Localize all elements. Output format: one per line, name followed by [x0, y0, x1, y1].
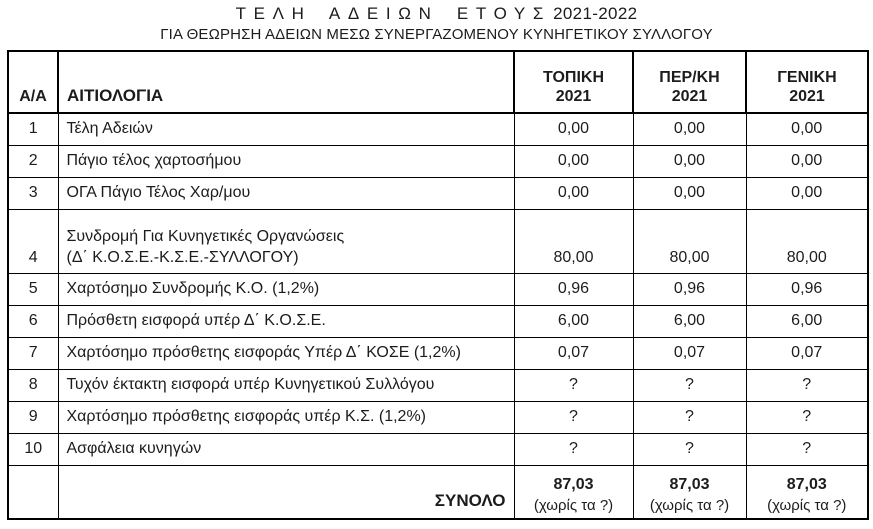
page-title: ΤΕΛΗ ΑΔΕΙΩΝ ΕΤΟΥΣ 2021-2022 [0, 0, 873, 24]
total-empty-cell [7, 464, 59, 520]
row-value-topiki: 0,07 [513, 336, 634, 370]
table-row: 5 Χαρτόσημο Συνδρομής Κ.Ο. (1,2%) 0,96 0… [7, 272, 869, 306]
row-label: Πάγιο τέλος χαρτοσήμου [57, 144, 515, 178]
column-header-topiki-year: 2021 [555, 87, 592, 105]
row-value-perki: 0,00 [632, 144, 747, 178]
total-row: ΣΥΝΟΛΟ 87,03 (χωρίς τα ?) 87,03 (χωρίς τ… [7, 464, 869, 520]
row-number: 5 [7, 272, 59, 306]
row-value-perki: ? [632, 432, 747, 466]
row-value-topiki: 0,96 [513, 272, 634, 306]
page-title-main: ΤΕΛΗ ΑΔΕΙΩΝ ΕΤΟΥΣ [235, 4, 552, 23]
row-value-perki: 0,07 [632, 336, 747, 370]
column-header-geniki-name: ΓΕΝΙΚΗ [777, 69, 837, 87]
total-value-geniki: 87,03 (χωρίς τα ?) [745, 464, 869, 520]
total-note-topiki: (χωρίς τα ?) [533, 496, 614, 514]
row-value-perki: 0,00 [632, 176, 747, 210]
row-number: 3 [7, 176, 59, 210]
row-value-geniki: 0,00 [745, 144, 869, 178]
row-number: 9 [7, 400, 59, 434]
row-value-geniki: ? [745, 400, 869, 434]
row-number: 7 [7, 336, 59, 370]
table-row: 6 Πρόσθετη εισφορά υπέρ Δ΄ Κ.Ο.Σ.Ε. 6,00… [7, 304, 869, 338]
row-label: Χαρτόσημο πρόσθετης εισφοράς υπέρ Κ.Σ. (… [57, 400, 515, 434]
row-value-topiki: ? [513, 400, 634, 434]
row-label: Ασφάλεια κυνηγών [57, 432, 515, 466]
total-value-topiki: 87,03 (χωρίς τα ?) [513, 464, 634, 520]
table-row: 8 Τυχόν έκτακτη εισφορά υπέρ Κυνηγετικού… [7, 368, 869, 402]
row-value-geniki: 0,00 [745, 176, 869, 210]
total-amount-topiki: 87,03 [553, 475, 594, 493]
row-value-topiki: 80,00 [513, 208, 634, 274]
row-value-topiki: ? [513, 432, 634, 466]
table-row: 7 Χαρτόσημο πρόσθετης εισφοράς Υπέρ Δ΄ Κ… [7, 336, 869, 370]
row-label: Συνδρομή Για Κυνηγετικές Οργανώσεις (Δ΄ … [57, 208, 515, 274]
column-header-aitiologia: ΑΙΤΙΟΛΟΓΙΑ [57, 50, 515, 114]
row-number: 4 [7, 208, 59, 274]
column-header-aa: Α/Α [7, 50, 59, 114]
row-value-topiki: 0,00 [513, 112, 634, 146]
total-amount-geniki: 87,03 [786, 475, 827, 493]
row-value-geniki: ? [745, 368, 869, 402]
row-value-geniki: 0,00 [745, 112, 869, 146]
total-note-perki: (χωρίς τα ?) [649, 496, 730, 514]
total-amount-perki: 87,03 [669, 475, 710, 493]
row-value-geniki: 0,07 [745, 336, 869, 370]
table-row: 1 Τέλη Αδειών 0,00 0,00 0,00 [7, 112, 869, 146]
row-number: 2 [7, 144, 59, 178]
row-label: Χαρτόσημο πρόσθετης εισφοράς Υπέρ Δ΄ ΚΟΣ… [57, 336, 515, 370]
fees-table: Α/Α ΑΙΤΙΟΛΟΓΙΑ ΤΟΠΙΚΗ 2021 ΠΕΡ/ΚΗ 2021 Γ… [7, 50, 869, 520]
column-header-topiki: ΤΟΠΙΚΗ 2021 [513, 50, 634, 114]
row-label: Πρόσθετη εισφορά υπέρ Δ΄ Κ.Ο.Σ.Ε. [57, 304, 515, 338]
column-header-geniki: ΓΕΝΙΚΗ 2021 [745, 50, 869, 114]
total-note-geniki: (χωρίς τα ?) [767, 496, 847, 514]
row-value-topiki: 6,00 [513, 304, 634, 338]
row-value-geniki: 6,00 [745, 304, 869, 338]
row-value-topiki: 0,00 [513, 144, 634, 178]
table-row: 3 ΟΓΑ Πάγιο Τέλος Χαρ/μου 0,00 0,00 0,00 [7, 176, 869, 210]
table-row: 4 Συνδρομή Για Κυνηγετικές Οργανώσεις (Δ… [7, 208, 869, 274]
row-value-topiki: ? [513, 368, 634, 402]
row-value-perki: ? [632, 400, 747, 434]
row-value-perki: 80,00 [632, 208, 747, 274]
column-header-perki-name: ΠΕΡ/ΚΗ [659, 69, 720, 87]
row-number: 6 [7, 304, 59, 338]
table-row: 9 Χαρτόσημο πρόσθετης εισφοράς υπέρ Κ.Σ.… [7, 400, 869, 434]
row-value-perki: 6,00 [632, 304, 747, 338]
row-value-perki: 0,96 [632, 272, 747, 306]
page-title-year: 2021-2022 [553, 4, 638, 23]
row-label: Τέλη Αδειών [57, 112, 515, 146]
row-number: 1 [7, 112, 59, 146]
column-header-geniki-year: 2021 [789, 87, 825, 105]
row-label: ΟΓΑ Πάγιο Τέλος Χαρ/μου [57, 176, 515, 210]
row-number: 8 [7, 368, 59, 402]
row-value-perki: 0,00 [632, 112, 747, 146]
row-value-perki: ? [632, 368, 747, 402]
table-header-row: Α/Α ΑΙΤΙΟΛΟΓΙΑ ΤΟΠΙΚΗ 2021 ΠΕΡ/ΚΗ 2021 Γ… [7, 50, 869, 114]
row-value-geniki: 80,00 [745, 208, 869, 274]
row-label: Χαρτόσημο Συνδρομής Κ.Ο. (1,2%) [57, 272, 515, 306]
row-label: Τυχόν έκτακτη εισφορά υπέρ Κυνηγετικού Σ… [57, 368, 515, 402]
total-value-perki: 87,03 (χωρίς τα ?) [632, 464, 747, 520]
row-value-topiki: 0,00 [513, 176, 634, 210]
column-header-perki: ΠΕΡ/ΚΗ 2021 [632, 50, 747, 114]
table-row: 2 Πάγιο τέλος χαρτοσήμου 0,00 0,00 0,00 [7, 144, 869, 178]
row-value-geniki: 0,96 [745, 272, 869, 306]
row-number: 10 [7, 432, 59, 466]
page-subtitle: ΓΙΑ ΘΕΩΡΗΣΗ ΑΔΕΙΩΝ ΜΕΣΩ ΣΥΝΕΡΓΑΖΟΜΕΝΟΥ Κ… [160, 26, 713, 43]
column-header-perki-year: 2021 [671, 87, 708, 105]
row-value-geniki: ? [745, 432, 869, 466]
table-row: 10 Ασφάλεια κυνηγών ? ? ? [7, 432, 869, 466]
total-label: ΣΥΝΟΛΟ [57, 464, 515, 520]
column-header-topiki-name: ΤΟΠΙΚΗ [542, 69, 605, 87]
